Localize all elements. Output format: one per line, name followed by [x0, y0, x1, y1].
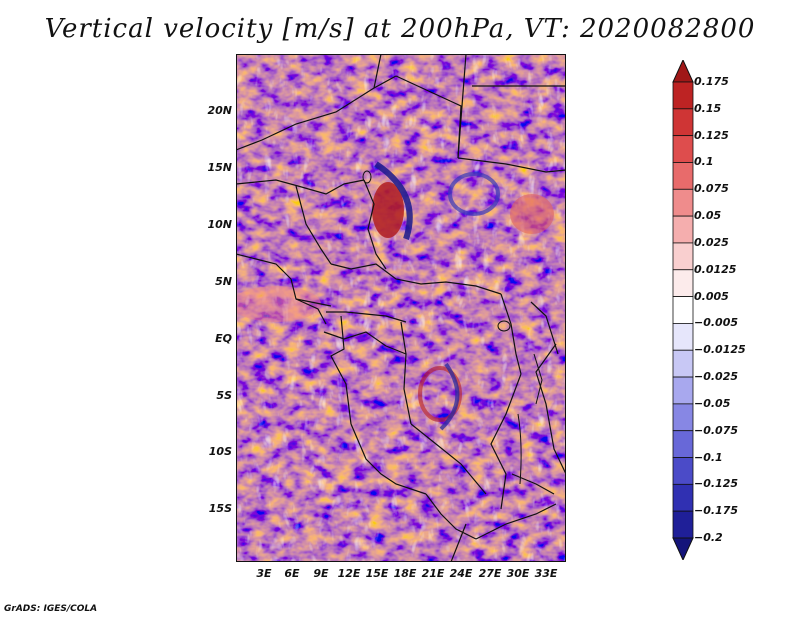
colorbar-bin	[672, 269, 694, 297]
colorbar-label: 0.125	[694, 128, 729, 142]
lat-label-5s: 5S	[216, 389, 232, 402]
colorbar-label: −0.125	[694, 477, 739, 491]
lon-label-24e: 24E	[449, 567, 473, 580]
colorbar-label: 0.1	[694, 155, 714, 169]
colorbar-bottom-arrow	[672, 537, 694, 560]
colorbar-bin	[672, 108, 694, 137]
colorbar-bin	[672, 242, 694, 271]
colorbar-label: −0.075	[694, 423, 739, 437]
colorbar-bin	[672, 376, 694, 405]
country-borders	[236, 54, 566, 562]
lon-label-18e: 18E	[393, 567, 417, 580]
colorbar	[672, 60, 694, 560]
colorbar-label: 0.15	[694, 101, 722, 115]
colorbar-bin	[672, 162, 694, 190]
ascent-band-equator	[236, 286, 321, 322]
colorbar-label: −0.025	[694, 370, 739, 384]
vertical-velocity-map	[236, 54, 566, 562]
colorbar-label: −0.2	[694, 531, 723, 544]
colorbar-bin	[672, 296, 694, 324]
colorbar-label: −0.0125	[694, 343, 746, 357]
lon-label-30e: 30E	[506, 567, 530, 580]
descent-arc-south	[439, 362, 460, 431]
colorbar-bin	[672, 430, 694, 458]
colorbar-label: −0.175	[694, 504, 739, 518]
lon-label-6e: 6E	[284, 567, 300, 580]
colorbar-top-arrow	[672, 60, 694, 83]
colorbar-bin	[672, 483, 694, 512]
strong-ascent-region	[372, 182, 404, 238]
ascent-region-east	[510, 194, 554, 234]
colorbar-bin	[672, 510, 694, 539]
lat-label-eq: EQ	[215, 332, 232, 345]
lakes-outline	[362, 170, 543, 485]
vortex-region-south	[418, 366, 462, 422]
colorbar-bin	[672, 81, 694, 110]
colorbar-label: 0.0125	[694, 262, 737, 276]
colorbar-bin	[672, 323, 694, 351]
lon-label-15e: 15E	[365, 567, 389, 580]
lat-label-15n: 15N	[207, 161, 232, 174]
lon-label-21e: 21E	[421, 567, 445, 580]
lon-label-9e: 9E	[313, 567, 329, 580]
lat-label-20n: 20N	[207, 104, 232, 117]
map-title: Vertical velocity [m/s] at 200hPa, VT: 2…	[44, 14, 756, 44]
colorbar-label: −0.05	[694, 396, 731, 410]
colorbar-bin	[672, 188, 694, 217]
map-border	[236, 54, 566, 562]
lat-label-10n: 10N	[207, 218, 232, 231]
grads-credit: GrADS: IGES/COLA	[4, 604, 98, 614]
vortex-region	[448, 172, 500, 216]
colorbar-label: 0.005	[694, 289, 729, 303]
colorbar-bin	[672, 135, 694, 163]
colorbar-bin	[672, 457, 694, 485]
colorbar-label: 0.05	[694, 209, 722, 223]
colorbar-label: 0.175	[694, 75, 729, 88]
colorbar-bin	[672, 349, 694, 378]
lon-label-12e: 12E	[337, 567, 361, 580]
colorbar-bin	[672, 403, 694, 432]
lat-label-5n: 5N	[215, 275, 232, 288]
colorbar-label: 0.025	[694, 235, 729, 249]
colorbar-label: −0.1	[694, 450, 723, 464]
lat-label-15s: 15S	[208, 502, 232, 515]
lat-label-10s: 10S	[208, 445, 232, 458]
colorbar-label: −0.005	[694, 316, 739, 330]
lon-label-33e: 33E	[534, 567, 558, 580]
strong-descent-arc	[374, 161, 413, 240]
colorbar-bin	[672, 215, 694, 244]
lon-label-3e: 3E	[256, 567, 272, 580]
lon-label-27e: 27E	[478, 567, 502, 580]
colorbar-label: 0.075	[694, 182, 729, 196]
